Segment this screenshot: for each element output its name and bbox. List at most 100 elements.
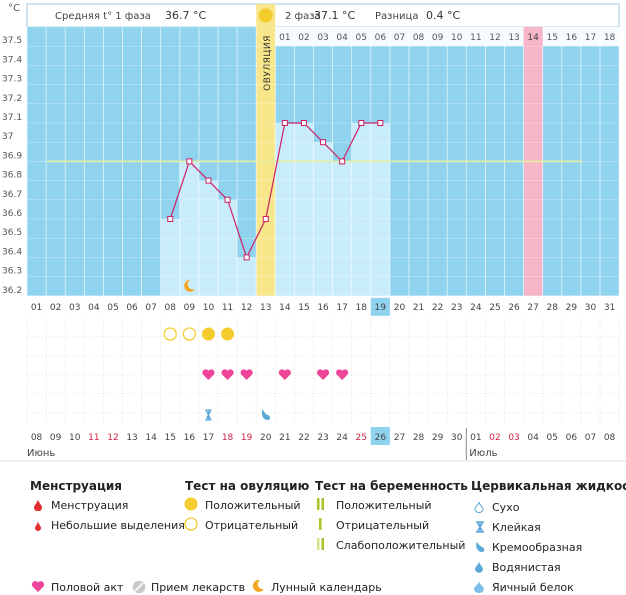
phase2-day-label: 03 bbox=[317, 33, 328, 43]
today-date-marker bbox=[370, 427, 390, 445]
temperature-point bbox=[186, 158, 193, 165]
legend-ovulation-positive: Положительный bbox=[205, 499, 301, 512]
phase2-day-label: 07 bbox=[394, 33, 405, 43]
y-tick-label: 37.1 bbox=[2, 113, 22, 123]
legend-pregnancy-positive: Положительный bbox=[336, 499, 432, 512]
temperature-point bbox=[224, 196, 231, 203]
legend-ovulation-title: Тест на овуляцию bbox=[185, 479, 310, 493]
intercourse-heart-icon bbox=[202, 369, 215, 380]
calendar-date-label: 06 bbox=[566, 433, 578, 443]
cycle-day-label: 26 bbox=[508, 303, 520, 313]
cervical-sticky-icon bbox=[205, 409, 212, 421]
cycle-day-label: 03 bbox=[69, 303, 80, 313]
temperature-bar bbox=[370, 123, 390, 296]
phase2-day-label: 15 bbox=[547, 33, 558, 43]
phase2-day-label: 08 bbox=[413, 33, 425, 43]
temperature-bar bbox=[332, 161, 352, 296]
y-axis-unit: °C bbox=[8, 3, 20, 14]
intercourse-heart-icon bbox=[316, 369, 330, 380]
calendar-date-label: 03 bbox=[508, 433, 519, 443]
phase2-day-label: 10 bbox=[451, 33, 463, 43]
legend-pregnancy-weak: Слабоположительный bbox=[336, 539, 466, 552]
calendar-date-label: 07 bbox=[585, 433, 596, 443]
ovulation-column bbox=[256, 4, 276, 296]
temperature-point bbox=[262, 216, 269, 222]
phase1-average-value: 36.7 °C bbox=[165, 9, 206, 22]
cycle-day-label: 24 bbox=[470, 303, 482, 313]
cycle-day-label: 11 bbox=[222, 303, 233, 313]
cycle-day-label: 06 bbox=[126, 303, 138, 313]
cycle-day-label: 27 bbox=[527, 303, 538, 313]
calendar-date-label: 14 bbox=[145, 433, 157, 443]
phase2-day-label: 13 bbox=[508, 33, 519, 43]
phase2-average-label: 2 фаза bbox=[285, 11, 321, 22]
calendar-date-label: 01 bbox=[470, 433, 481, 443]
calendar-date-label: 25 bbox=[356, 433, 367, 443]
legend-moon-calendar: Лунный календарь bbox=[271, 581, 382, 594]
bbt-chart: Средняя t° 1 фаза 36.7 °C 2 фаза 37.1 °C Раз… bbox=[0, 3, 626, 462]
cycle-day-label: 18 bbox=[356, 303, 368, 313]
ovulation-sun-icon bbox=[258, 8, 273, 23]
phase2-day-label: 05 bbox=[356, 33, 367, 43]
difference-value: 0.4 °C bbox=[426, 9, 460, 22]
y-tick-label: 37.3 bbox=[2, 75, 22, 85]
calendar-date-label: 20 bbox=[260, 433, 272, 443]
y-tick-label: 36.7 bbox=[2, 190, 22, 200]
legend-sticky: Клейкая bbox=[492, 521, 541, 534]
month-label-june: Июнь bbox=[27, 448, 55, 459]
calendar-date-label: 05 bbox=[547, 433, 558, 443]
cycle-day-label: 20 bbox=[394, 303, 406, 313]
calendar-date-label: 15 bbox=[165, 433, 176, 443]
ovulation-label: ОВУЛЯЦИЯ bbox=[263, 35, 273, 91]
phase2-day-label: 16 bbox=[566, 33, 578, 43]
calendar-date-label: 24 bbox=[336, 433, 348, 443]
y-tick-label: 36.3 bbox=[2, 267, 22, 277]
temperature-point bbox=[167, 216, 174, 222]
intercourse-heart-icon bbox=[240, 369, 253, 380]
calendar-date-label: 30 bbox=[451, 433, 463, 443]
calendar-date-label: 02 bbox=[489, 433, 500, 443]
ovulation-test-positive bbox=[201, 327, 215, 341]
y-tick-label: 36.6 bbox=[2, 209, 22, 219]
cycle-day-label: 31 bbox=[604, 303, 615, 313]
calendar-date-label: 21 bbox=[279, 433, 290, 443]
cycle-day-label: 29 bbox=[566, 303, 578, 313]
y-tick-label: 37.4 bbox=[2, 55, 22, 65]
phase2-day-label: 11 bbox=[470, 33, 481, 43]
y-tick-label: 37 bbox=[2, 132, 13, 142]
cycle-day-label: 12 bbox=[241, 303, 252, 313]
temperature-point bbox=[320, 139, 327, 146]
today-marker bbox=[370, 297, 390, 316]
phase2-day-label: 09 bbox=[432, 33, 444, 43]
cervical-creamy-icon bbox=[261, 409, 270, 420]
difference-label: Разница bbox=[375, 11, 418, 22]
temperature-bar bbox=[351, 123, 371, 296]
moon-icon bbox=[184, 279, 196, 292]
calendar-date-label: 28 bbox=[413, 433, 425, 443]
phase1-average-label: Средняя t° 1 фаза bbox=[55, 11, 151, 22]
calendar-date-label: 10 bbox=[69, 433, 81, 443]
legend-pregnancy-title: Тест на беременность bbox=[315, 479, 468, 493]
cycle-day-label: 01 bbox=[31, 303, 42, 313]
y-tick-label: 37.5 bbox=[2, 36, 22, 46]
legend-medication: Прием лекарств bbox=[151, 581, 246, 594]
cycle-day-label: 25 bbox=[489, 303, 500, 313]
phase2-day-label: 04 bbox=[336, 33, 348, 43]
temperature-line bbox=[169, 122, 381, 259]
calendar-date-label: 11 bbox=[88, 433, 99, 443]
temperature-bar bbox=[218, 199, 238, 296]
cycle-day-label: 07 bbox=[145, 303, 156, 313]
legend-intercourse: Половой акт bbox=[51, 581, 124, 594]
cycle-day-label: 14 bbox=[279, 303, 291, 313]
calendar-date-label: 09 bbox=[50, 433, 62, 443]
temperature-point bbox=[358, 120, 365, 126]
phase2-day-label: 06 bbox=[375, 33, 387, 43]
temperature-bar bbox=[179, 161, 199, 296]
cycle-day-label: 10 bbox=[203, 303, 215, 313]
legend-menstruation: Менструация bbox=[51, 499, 129, 512]
y-tick-label: 36.2 bbox=[2, 286, 22, 296]
calendar-date-label: 22 bbox=[298, 433, 309, 443]
cycle-day-label: 22 bbox=[432, 303, 443, 313]
ovulation-test-positive bbox=[221, 327, 235, 341]
calendar-date-label: 04 bbox=[527, 433, 539, 443]
